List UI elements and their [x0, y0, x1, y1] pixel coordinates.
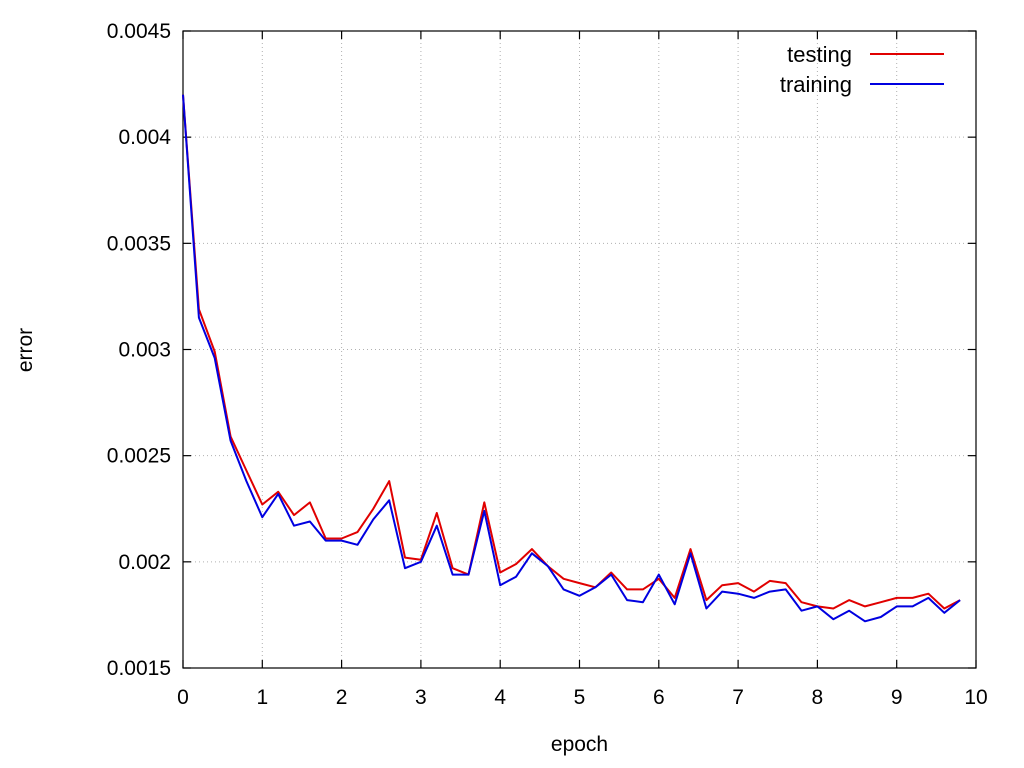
y-tick-label: 0.0035 [107, 232, 171, 255]
x-tick-label: 8 [812, 686, 824, 709]
legend-label-training: training [780, 72, 852, 97]
axis-ticks: 0 1 2 3 4 5 6 7 8 9 10 0.0015 0.002 0.0025 0.003 0.0035… [107, 20, 988, 709]
y-tick-label: 0.0015 [107, 657, 171, 680]
y-tick-label: 0.0045 [107, 20, 171, 43]
x-tick-label: 4 [494, 686, 506, 709]
x-tick-label: 10 [964, 686, 987, 709]
series-lines [182, 94, 961, 623]
x-tick-label: 7 [732, 686, 744, 709]
x-tick-label: 6 [653, 686, 665, 709]
y-tick-label: 0.004 [118, 126, 171, 149]
y-axis-label: error [14, 328, 37, 372]
x-tick-label: 9 [891, 686, 903, 709]
y-tick-label: 0.0025 [107, 445, 171, 468]
series-line-training [182, 94, 961, 623]
x-tick-label: 5 [574, 686, 586, 709]
x-tick-label: 2 [336, 686, 348, 709]
x-tick-label: 3 [415, 686, 427, 709]
series-line-testing [182, 94, 961, 610]
x-tick-label: 1 [256, 686, 268, 709]
x-tick-label: 0 [177, 686, 189, 709]
grid [183, 31, 976, 668]
x-axis-label: epoch [551, 733, 608, 756]
y-tick-label: 0.003 [118, 339, 171, 362]
legend: testing training [780, 42, 944, 97]
y-tick-label: 0.002 [118, 551, 171, 574]
legend-label-testing: testing [787, 42, 852, 67]
